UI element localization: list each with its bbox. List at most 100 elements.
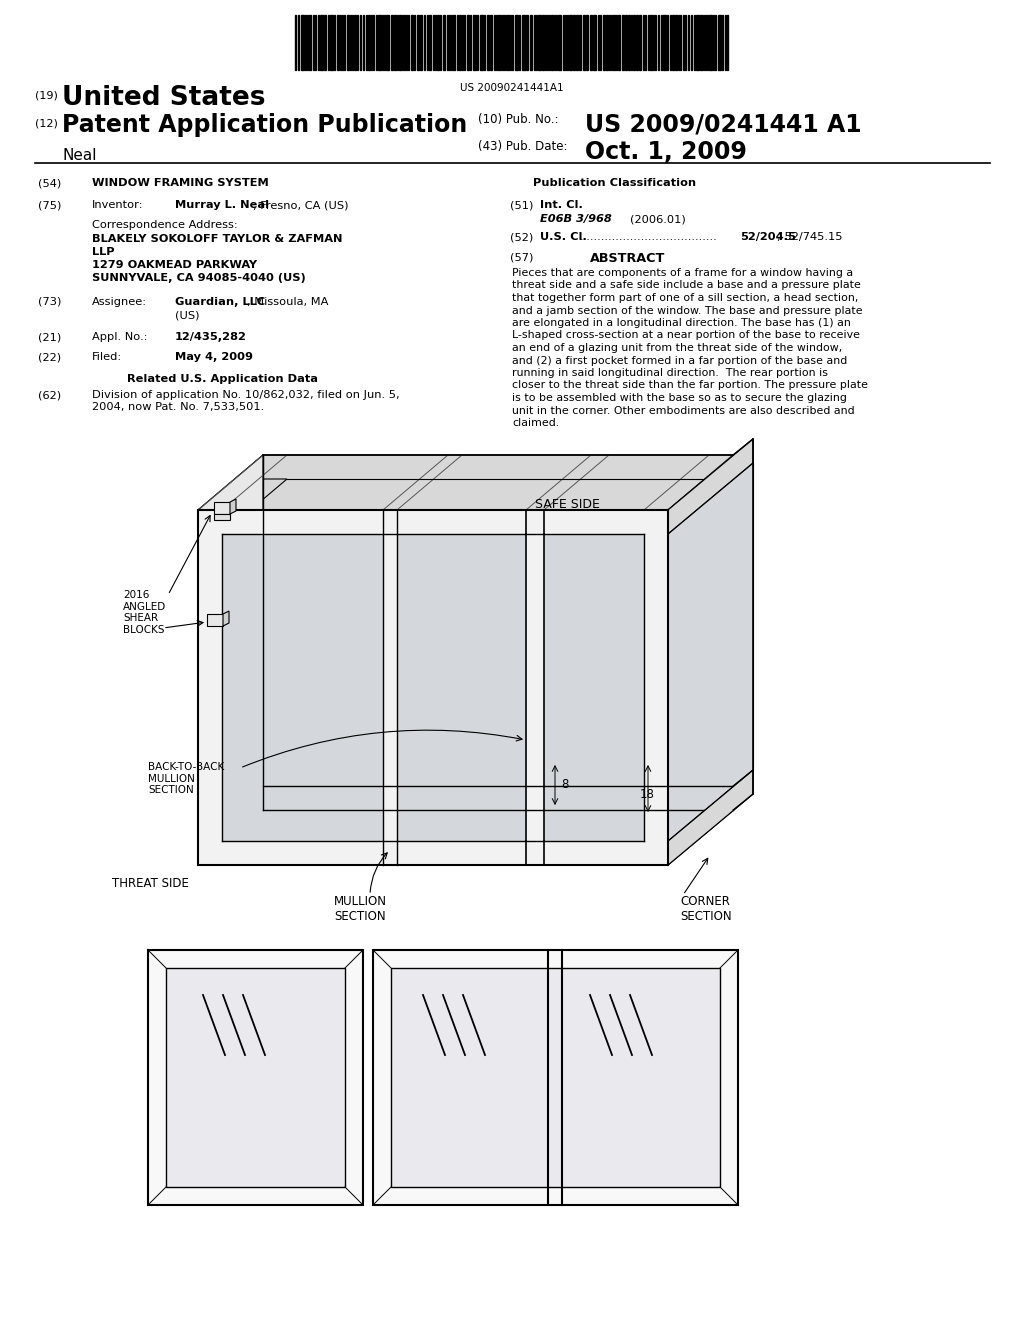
Text: SAFE SIDE: SAFE SIDE bbox=[535, 498, 600, 511]
Polygon shape bbox=[668, 440, 753, 865]
Bar bbox=[420, 15, 422, 70]
Text: BLAKELY SOKOLOFF TAYLOR & ZAFMAN: BLAKELY SOKOLOFF TAYLOR & ZAFMAN bbox=[92, 234, 342, 244]
Bar bbox=[480, 15, 483, 70]
Bar bbox=[575, 15, 578, 70]
Bar bbox=[507, 15, 509, 70]
Polygon shape bbox=[223, 611, 229, 626]
Bar bbox=[324, 15, 326, 70]
Text: Guardian, LLC: Guardian, LLC bbox=[175, 297, 265, 308]
Bar bbox=[337, 15, 339, 70]
Bar bbox=[618, 15, 620, 70]
Text: Patent Application Publication: Patent Application Publication bbox=[62, 114, 467, 137]
Bar bbox=[569, 15, 572, 70]
Text: ; 52/745.15: ; 52/745.15 bbox=[777, 232, 843, 242]
Bar bbox=[301, 15, 304, 70]
Bar bbox=[386, 15, 389, 70]
Text: US 20090241441A1: US 20090241441A1 bbox=[460, 83, 564, 92]
Text: Correspondence Address:: Correspondence Address: bbox=[92, 220, 238, 230]
Text: 1279 OAKMEAD PARKWAY: 1279 OAKMEAD PARKWAY bbox=[92, 260, 257, 271]
Text: U.S. Cl.: U.S. Cl. bbox=[540, 232, 587, 242]
Polygon shape bbox=[198, 455, 263, 865]
Bar bbox=[498, 15, 500, 70]
Bar bbox=[368, 15, 370, 70]
Text: Filed:: Filed: bbox=[92, 352, 122, 362]
Bar bbox=[319, 15, 323, 70]
Bar bbox=[672, 15, 674, 70]
Text: an end of a glazing unit from the threat side of the window,: an end of a glazing unit from the threat… bbox=[512, 343, 843, 352]
Bar bbox=[411, 15, 413, 70]
Bar bbox=[628, 15, 630, 70]
Text: closer to the threat side than the far portion. The pressure plate: closer to the threat side than the far p… bbox=[512, 380, 868, 391]
Polygon shape bbox=[544, 535, 644, 841]
Bar bbox=[309, 15, 311, 70]
Bar bbox=[573, 15, 575, 70]
Bar bbox=[515, 15, 518, 70]
Text: Related U.S. Application Data: Related U.S. Application Data bbox=[127, 374, 318, 384]
Text: Int. Cl.: Int. Cl. bbox=[540, 201, 583, 210]
Bar bbox=[487, 15, 489, 70]
Text: Neal: Neal bbox=[62, 148, 96, 162]
Text: claimed.: claimed. bbox=[512, 418, 559, 428]
Bar bbox=[437, 15, 439, 70]
Text: , Missoula, MA: , Missoula, MA bbox=[247, 297, 329, 308]
Polygon shape bbox=[668, 463, 753, 841]
Text: (2006.01): (2006.01) bbox=[630, 214, 686, 224]
Text: and (2) a first pocket formed in a far portion of the base and: and (2) a first pocket formed in a far p… bbox=[512, 355, 847, 366]
Polygon shape bbox=[230, 499, 236, 513]
Bar bbox=[650, 15, 652, 70]
Text: ......................................: ...................................... bbox=[580, 232, 718, 242]
Text: (21): (21) bbox=[38, 333, 61, 342]
Text: are elongated in a longitudinal direction. The base has (1) an: are elongated in a longitudinal directio… bbox=[512, 318, 851, 327]
Bar bbox=[399, 15, 401, 70]
Text: threat side and a safe side include a base and a pressure plate: threat side and a safe side include a ba… bbox=[512, 281, 861, 290]
Text: Murray L. Neal: Murray L. Neal bbox=[175, 201, 269, 210]
Polygon shape bbox=[166, 968, 345, 1187]
Text: US 2009/0241441 A1: US 2009/0241441 A1 bbox=[585, 114, 861, 137]
Text: (19): (19) bbox=[35, 90, 58, 100]
Text: SUNNYVALE, CA 94085-4040 (US): SUNNYVALE, CA 94085-4040 (US) bbox=[92, 273, 306, 282]
Text: (US): (US) bbox=[175, 310, 200, 319]
Bar bbox=[391, 15, 393, 70]
Polygon shape bbox=[198, 785, 733, 841]
Polygon shape bbox=[222, 535, 383, 841]
Bar bbox=[551, 15, 553, 70]
Bar bbox=[606, 15, 608, 70]
Text: unit in the corner. Other embodiments are also described and: unit in the corner. Other embodiments ar… bbox=[512, 405, 855, 416]
Polygon shape bbox=[198, 479, 287, 535]
Text: that together form part of one of a sill section, a head section,: that together form part of one of a sill… bbox=[512, 293, 858, 304]
Bar bbox=[675, 15, 677, 70]
Bar bbox=[542, 15, 544, 70]
Text: MULLION
SECTION: MULLION SECTION bbox=[334, 895, 386, 923]
Bar bbox=[718, 15, 721, 70]
Text: (52): (52) bbox=[510, 232, 534, 242]
Text: 52/204.5: 52/204.5 bbox=[740, 232, 796, 242]
Text: THREAT SIDE: THREAT SIDE bbox=[112, 876, 188, 890]
Bar bbox=[453, 15, 455, 70]
Text: Inventor:: Inventor: bbox=[92, 201, 143, 210]
Bar bbox=[622, 15, 624, 70]
Bar bbox=[579, 15, 581, 70]
Text: 12/435,282: 12/435,282 bbox=[175, 333, 247, 342]
Bar bbox=[586, 15, 588, 70]
Text: Appl. No.:: Appl. No.: bbox=[92, 333, 147, 342]
Bar bbox=[394, 15, 396, 70]
Text: (22): (22) bbox=[38, 352, 61, 362]
Bar bbox=[354, 15, 356, 70]
Text: 2016
ANGLED
SHEAR
BLOCKS: 2016 ANGLED SHEAR BLOCKS bbox=[123, 590, 167, 635]
Polygon shape bbox=[198, 455, 733, 510]
Bar bbox=[633, 15, 635, 70]
Bar bbox=[625, 15, 627, 70]
Polygon shape bbox=[668, 440, 753, 535]
Bar bbox=[709, 15, 712, 70]
Bar bbox=[700, 15, 702, 70]
Polygon shape bbox=[373, 950, 738, 1205]
Polygon shape bbox=[198, 510, 668, 865]
Bar bbox=[526, 15, 528, 70]
Bar bbox=[443, 15, 445, 70]
Polygon shape bbox=[207, 614, 223, 626]
Text: (75): (75) bbox=[38, 201, 61, 210]
Polygon shape bbox=[148, 950, 362, 1205]
Text: (51): (51) bbox=[510, 201, 534, 210]
Text: Division of application No. 10/862,032, filed on Jun. 5,
2004, now Pat. No. 7,53: Division of application No. 10/862,032, … bbox=[92, 389, 399, 412]
Bar bbox=[490, 15, 492, 70]
